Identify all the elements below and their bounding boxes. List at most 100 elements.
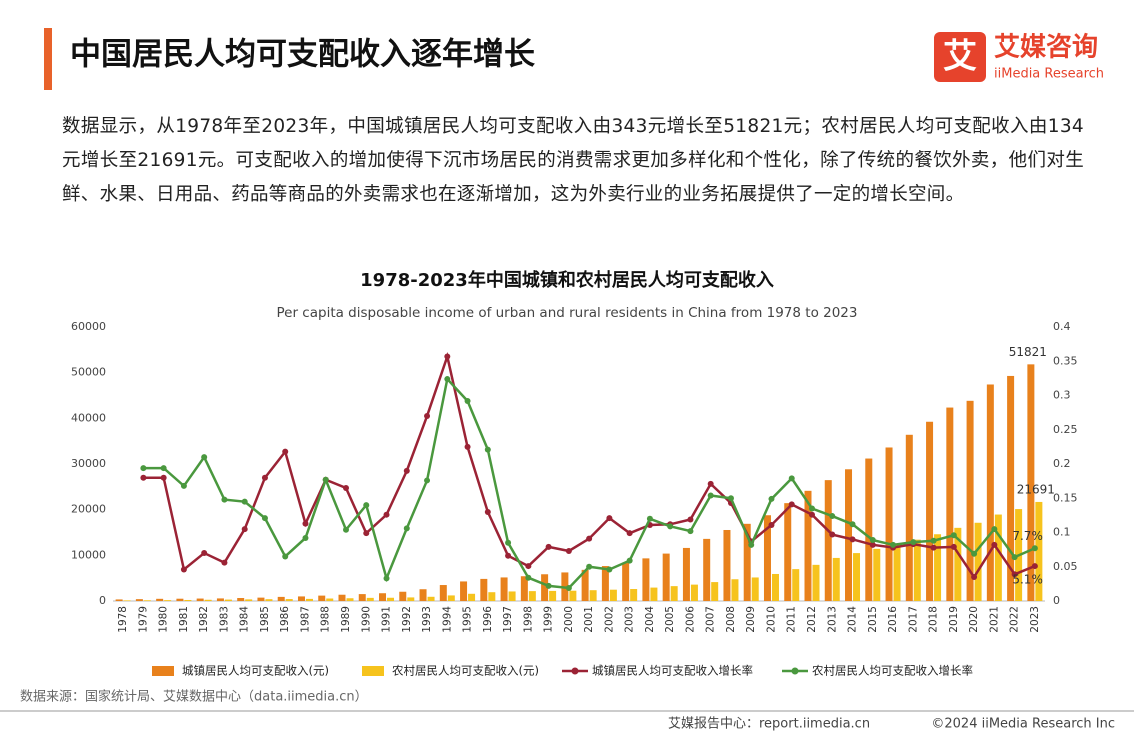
line-marker — [525, 574, 532, 581]
bar — [115, 599, 123, 601]
source: 数据来源：国家统计局、艾媒数据中心（data.iimedia.cn） — [20, 689, 368, 705]
line-marker — [788, 475, 795, 482]
x-tick-label: 1991 — [381, 606, 393, 633]
x-tick-label: 1999 — [543, 606, 555, 633]
x-tick-label: 2021 — [988, 606, 1000, 633]
bar — [1007, 375, 1015, 601]
bar — [581, 569, 589, 601]
y2-tick-label: 0.2 — [1053, 457, 1071, 470]
line-marker — [403, 467, 410, 474]
x-tick-label: 2009 — [745, 606, 757, 633]
line-marker — [971, 550, 978, 557]
line-marker — [484, 508, 491, 515]
x-tick-label: 1984 — [239, 606, 251, 633]
bar — [277, 596, 285, 601]
line-marker — [971, 574, 978, 581]
data-label: 51821 — [1009, 345, 1047, 359]
bar — [751, 577, 759, 601]
x-tick-label: 2007 — [705, 606, 717, 633]
x-tick-label: 1988 — [320, 606, 332, 633]
bar — [784, 503, 792, 601]
x-tick-label: 2000 — [563, 606, 575, 633]
line-marker — [282, 448, 289, 455]
line-marker — [201, 454, 208, 461]
bar — [804, 490, 812, 601]
y2-tick-label: 0.1 — [1053, 526, 1071, 539]
bar — [265, 599, 273, 601]
bar — [832, 557, 840, 601]
line-marker — [505, 539, 512, 546]
y-tick-label: 0 — [99, 594, 106, 607]
line-marker — [140, 474, 147, 481]
bar — [926, 421, 934, 601]
bar — [297, 596, 305, 601]
line-marker — [727, 495, 734, 502]
bar — [460, 581, 468, 601]
x-tick-label: 1986 — [279, 606, 291, 633]
line-marker — [545, 543, 552, 550]
bar — [589, 590, 597, 601]
bar — [601, 566, 609, 601]
y2-tick-label: 0.25 — [1053, 423, 1078, 436]
line-marker — [160, 465, 167, 472]
line-marker — [464, 443, 471, 450]
line-marker — [890, 541, 897, 548]
x-tick-label: 2015 — [867, 606, 879, 633]
line-marker — [221, 559, 228, 566]
x-tick-label: 2005 — [664, 606, 676, 633]
line-marker — [748, 541, 755, 548]
bar — [650, 587, 658, 601]
page-title: 中国居民人均可支配收入逐年增长 — [70, 37, 535, 73]
y2-tick-label: 0.15 — [1053, 491, 1078, 504]
line-marker — [444, 353, 451, 360]
y-tick-label: 60000 — [71, 320, 106, 333]
bar — [204, 599, 212, 601]
footer-left: 艾媒报告中心：report.iimedia.cn — [668, 717, 870, 732]
bar — [865, 458, 873, 601]
bar — [216, 598, 224, 601]
legend-swatch — [791, 667, 799, 675]
x-tick-label: 2014 — [847, 606, 859, 633]
bar — [974, 522, 982, 601]
bar — [853, 553, 861, 601]
bar — [1035, 501, 1043, 601]
line-marker — [646, 515, 653, 522]
line-marker — [626, 530, 633, 537]
bar — [164, 600, 172, 601]
line-marker — [788, 501, 795, 508]
bar — [520, 576, 528, 601]
line-marker — [322, 476, 329, 483]
bar — [176, 598, 184, 601]
line-marker — [444, 376, 451, 383]
line-marker — [383, 511, 390, 518]
x-tick-label: 1987 — [299, 606, 311, 633]
bar — [468, 593, 476, 601]
bar — [237, 598, 245, 601]
line-marker — [849, 536, 856, 543]
line-marker — [565, 547, 572, 554]
bar — [541, 574, 549, 601]
x-tick-label: 1979 — [137, 606, 149, 633]
line-marker — [606, 566, 613, 573]
bar — [488, 592, 496, 601]
bar — [379, 593, 387, 601]
line-marker — [869, 537, 876, 544]
line-marker — [241, 498, 248, 505]
bar — [549, 590, 557, 601]
chart-title: 1978-2023年中国城镇和农村居民人均可支配收入 — [360, 269, 774, 291]
bar — [792, 569, 800, 601]
x-tick-label: 1980 — [158, 606, 170, 633]
legend-swatch — [362, 666, 384, 676]
line-marker — [545, 582, 552, 589]
logo-name: 艾媒咨询 — [994, 32, 1098, 63]
logo-en: iiMedia Research — [994, 67, 1104, 82]
bar — [224, 599, 232, 601]
line-marker — [1011, 554, 1018, 561]
x-tick-label: 2006 — [684, 606, 696, 633]
line-marker — [950, 543, 957, 550]
y-tick-label: 40000 — [71, 411, 106, 424]
title-accent — [44, 28, 52, 90]
x-tick-label: 1983 — [218, 606, 230, 633]
